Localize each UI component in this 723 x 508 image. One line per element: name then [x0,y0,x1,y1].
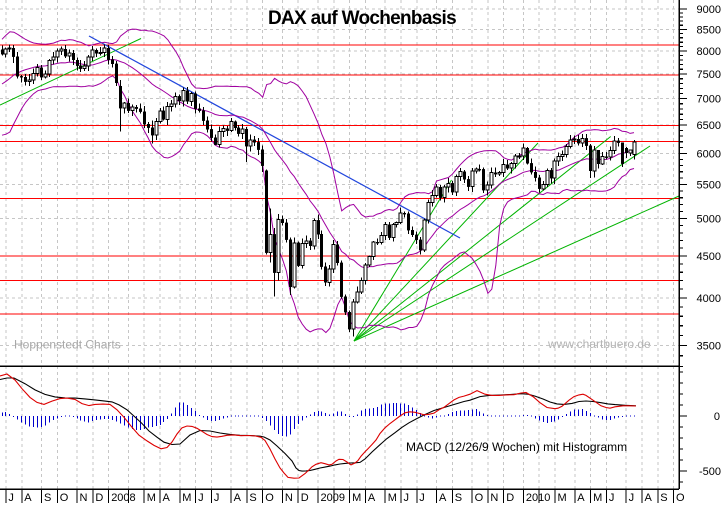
svg-text:M: M [388,492,397,503]
svg-text:J: J [198,492,204,503]
svg-text:M: M [147,492,156,503]
svg-text:A: A [368,492,376,503]
svg-text:2010: 2010 [526,492,550,503]
svg-text:7500: 7500 [697,69,721,81]
svg-text:6500: 6500 [697,120,721,132]
svg-text:D: D [506,492,514,503]
svg-text:O: O [265,492,274,503]
svg-text:N: N [285,492,293,503]
svg-text:0: 0 [714,411,720,423]
svg-text:O: O [475,492,484,503]
svg-text:M: M [593,492,602,503]
svg-text:S: S [455,492,462,503]
svg-text:A: A [24,492,32,503]
svg-text:5500: 5500 [697,180,721,192]
svg-text:J: J [419,492,425,503]
svg-text:J: J [609,492,615,503]
svg-text:2009: 2009 [321,492,345,503]
svg-text:DAX auf Wochenbasis: DAX auf Wochenbasis [268,8,456,29]
svg-text:5000: 5000 [697,213,721,225]
svg-text:N: N [80,492,88,503]
svg-text:2008: 2008 [111,492,135,503]
svg-text:J: J [8,492,14,503]
svg-text:M: M [182,492,191,503]
svg-text:8000: 8000 [697,46,721,58]
svg-text:3500: 3500 [697,341,721,353]
svg-text:D: D [95,492,103,503]
svg-text:M: M [558,492,567,503]
svg-text:-500: -500 [699,466,721,478]
svg-text:A: A [234,492,242,503]
svg-text:4000: 4000 [697,293,721,305]
svg-text:8500: 8500 [697,24,721,36]
svg-text:www.chartbuero.de: www.chartbuero.de [547,337,651,351]
svg-text:6000: 6000 [697,149,721,161]
svg-text:A: A [439,492,447,503]
svg-text:S: S [249,492,256,503]
svg-text:M: M [352,492,361,503]
svg-text:O: O [60,492,69,503]
svg-text:A: A [577,492,585,503]
svg-text:S: S [44,492,51,503]
svg-text:O: O [676,492,685,503]
svg-text:S: S [660,492,667,503]
svg-text:N: N [490,492,498,503]
svg-text:A: A [163,492,171,503]
svg-text:J: J [214,492,220,503]
svg-text:7000: 7000 [697,94,721,106]
svg-text:MACD (12/26/9 Wochen) mit Hist: MACD (12/26/9 Wochen) mit Histogramm [406,440,627,454]
svg-text:J: J [404,492,410,503]
svg-text:Hoppenstedt Charts: Hoppenstedt Charts [14,338,121,352]
svg-text:J: J [629,492,635,503]
svg-text:9000: 9000 [697,4,721,16]
svg-text:A: A [645,492,653,503]
svg-text:D: D [301,492,309,503]
svg-text:4500: 4500 [697,251,721,263]
